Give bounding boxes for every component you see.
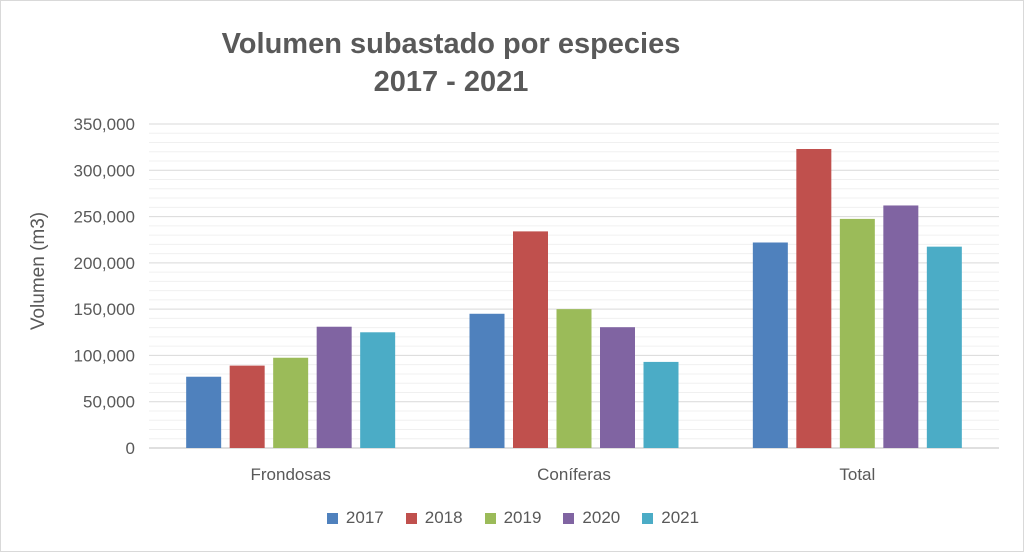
legend-label: 2019 bbox=[503, 508, 542, 527]
y-tick-label: 200,000 bbox=[74, 254, 135, 273]
legend-item: 2018 bbox=[405, 508, 463, 528]
bar-2019-2 bbox=[839, 218, 875, 448]
bar-2019-1 bbox=[556, 309, 592, 448]
y-tick-label: 300,000 bbox=[74, 161, 135, 180]
bar-2018-0 bbox=[229, 365, 265, 448]
chart-title-line-2: 2017 - 2021 bbox=[373, 66, 529, 98]
bar-2018-1 bbox=[513, 231, 548, 448]
legend-item: 2020 bbox=[563, 508, 620, 528]
bar-2017-0 bbox=[186, 376, 222, 448]
legend-item: 2017 bbox=[326, 508, 384, 528]
legend-label: 2020 bbox=[582, 508, 621, 527]
y-tick-label: 100,000 bbox=[74, 346, 135, 365]
x-tick-label: Coníferas bbox=[537, 465, 611, 484]
bar-2017-1 bbox=[469, 313, 505, 448]
y-tick-label: 350,000 bbox=[74, 115, 135, 134]
legend-item: 2021 bbox=[642, 508, 699, 528]
y-axis-ticks: 0 50,000 100,000 150,000 200,000 250,000 300,0… bbox=[74, 115, 135, 458]
legend-swatch bbox=[484, 512, 496, 524]
legend-swatch bbox=[326, 512, 338, 524]
y-tick-label: 250,000 bbox=[74, 208, 135, 227]
y-tick-label: 150,000 bbox=[74, 300, 135, 319]
legend-label: 2021 bbox=[661, 508, 700, 527]
bar-2017-2 bbox=[752, 242, 788, 448]
bar-2021-0 bbox=[360, 332, 396, 448]
bar-2018-2 bbox=[796, 148, 832, 448]
bar-2020-1 bbox=[600, 327, 635, 448]
y-tick-label: 50,000 bbox=[83, 393, 135, 412]
x-tick-label: Total bbox=[839, 465, 875, 484]
bar-2021-2 bbox=[926, 246, 962, 448]
legend: 2017 2018 2019 2020 2021 bbox=[1, 508, 1024, 528]
bar-2020-0 bbox=[316, 326, 352, 448]
bar-2021-1 bbox=[643, 361, 679, 448]
legend-label: 2018 bbox=[424, 508, 463, 527]
x-axis-ticks: Frondosas Coníferas Total bbox=[251, 465, 876, 484]
legend-label: 2017 bbox=[345, 508, 384, 527]
y-tick-label: 0 bbox=[126, 439, 135, 458]
x-tick-label: Frondosas bbox=[251, 465, 331, 484]
bar-2019-0 bbox=[273, 357, 309, 448]
legend-item: 2019 bbox=[484, 508, 542, 528]
chart-title-line-1: Volumen subastado por especies bbox=[221, 28, 681, 60]
bars bbox=[186, 148, 962, 448]
legend-swatch bbox=[405, 512, 417, 524]
bar-2020-2 bbox=[883, 205, 919, 448]
legend-swatch bbox=[642, 512, 654, 524]
y-axis-label-wrap: Volumen (m3) bbox=[9, 161, 69, 381]
y-axis-label: Volumen (m3) bbox=[28, 211, 49, 331]
chart-title: Volumen subastado por especies 2017 - 20… bbox=[181, 25, 721, 101]
legend-swatch bbox=[563, 512, 575, 524]
